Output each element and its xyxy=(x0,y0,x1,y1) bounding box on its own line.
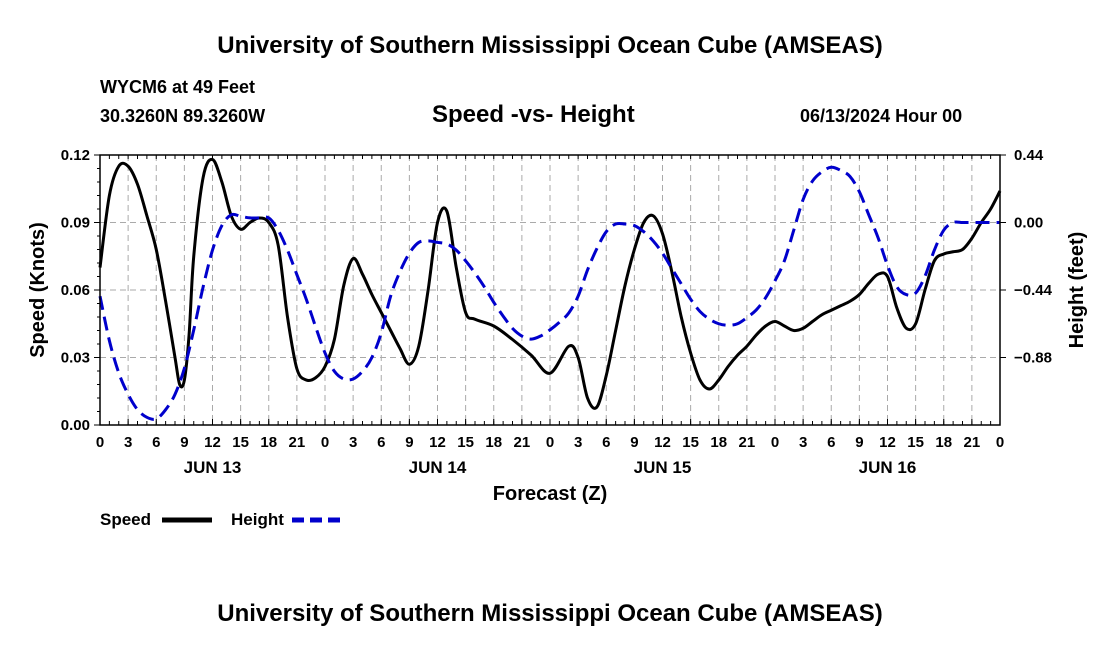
x-tick-label: 15 xyxy=(457,434,474,451)
x-tick-label: 21 xyxy=(514,434,531,451)
chart-subtitle: Speed -vs- Height xyxy=(432,101,635,128)
day-label: JUN 15 xyxy=(634,458,692,477)
x-tick-label: 18 xyxy=(935,434,952,451)
coordinates-label: 30.3260N 89.3260W xyxy=(100,106,266,126)
y-left-tick-label: 0.12 xyxy=(61,147,90,164)
footer-title: University of Southern Mississippi Ocean… xyxy=(217,600,883,627)
height-series-line xyxy=(98,165,1000,421)
station-label: WYCM6 at 49 Feet xyxy=(100,77,256,97)
legend-speed-label: Speed xyxy=(100,510,151,529)
x-tick-label: 18 xyxy=(485,434,502,451)
x-tick-label: 15 xyxy=(232,434,249,451)
y-right-tick-label: 0.44 xyxy=(1014,147,1044,164)
x-tick-label: 15 xyxy=(682,434,699,451)
x-tick-label: 21 xyxy=(289,434,306,451)
x-tick-label: 9 xyxy=(180,434,188,451)
x-tick-label: 0 xyxy=(771,434,779,451)
y-left-tick-label: 0.00 xyxy=(61,417,90,434)
day-label: JUN 16 xyxy=(859,458,917,477)
x-tick-label: 0 xyxy=(546,434,554,451)
x-tick-label: 15 xyxy=(907,434,924,451)
x-tick-label: 3 xyxy=(349,434,357,451)
y-right-tick-label: 0.00 xyxy=(1014,215,1043,232)
day-label: JUN 13 xyxy=(184,458,242,477)
x-tick-label: 6 xyxy=(827,434,835,451)
x-axis-title: Forecast (Z) xyxy=(493,483,607,505)
legend-height-label: Height xyxy=(231,510,284,529)
x-tick-label: 0 xyxy=(96,434,104,451)
y-right-tick-label: −0.88 xyxy=(1014,350,1052,367)
x-tick-label: 0 xyxy=(321,434,329,451)
x-tick-label: 18 xyxy=(710,434,727,451)
y-right-tick-label: −0.44 xyxy=(1014,282,1053,299)
x-tick-label: 12 xyxy=(654,434,671,451)
forecast-datetime: 06/13/2024 Hour 00 xyxy=(800,106,963,126)
x-tick-label: 6 xyxy=(377,434,385,451)
x-tick-label: 9 xyxy=(855,434,863,451)
x-tick-label: 12 xyxy=(879,434,896,451)
x-tick-label: 18 xyxy=(260,434,277,451)
x-tick-label: 12 xyxy=(429,434,446,451)
y-left-tick-label: 0.03 xyxy=(61,350,90,367)
x-tick-label: 21 xyxy=(739,434,756,451)
x-tick-label: 3 xyxy=(574,434,582,451)
day-label: JUN 14 xyxy=(409,458,467,477)
y-axis-right-title: Height (feet) xyxy=(1066,232,1088,349)
y-left-tick-label: 0.06 xyxy=(61,282,90,299)
x-tick-label: 6 xyxy=(602,434,610,451)
chart-title: University of Southern Mississippi Ocean… xyxy=(217,32,883,59)
x-tick-label: 3 xyxy=(799,434,807,451)
x-tick-label: 0 xyxy=(996,434,1004,451)
x-tick-label: 9 xyxy=(630,434,638,451)
speed-series-line xyxy=(98,157,1002,410)
x-tick-label: 12 xyxy=(204,434,221,451)
x-tick-label: 6 xyxy=(152,434,160,451)
x-tick-label: 3 xyxy=(124,434,132,451)
x-tick-label: 9 xyxy=(405,434,413,451)
y-axis-left-title: Speed (Knots) xyxy=(27,222,49,358)
y-left-tick-label: 0.09 xyxy=(61,215,90,232)
x-tick-label: 21 xyxy=(964,434,981,451)
